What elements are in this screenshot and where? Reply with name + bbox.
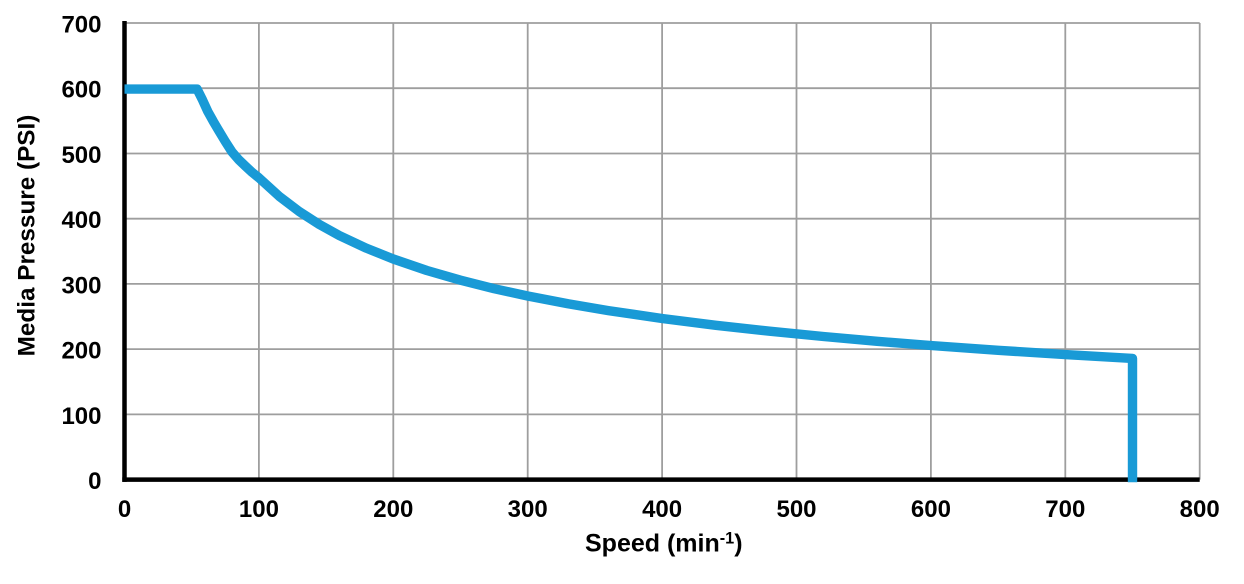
svg-text:Speed (min-1): Speed (min-1) bbox=[585, 530, 743, 558]
svg-text:500: 500 bbox=[61, 142, 101, 169]
svg-text:600: 600 bbox=[911, 496, 951, 523]
svg-text:300: 300 bbox=[508, 496, 548, 523]
svg-text:800: 800 bbox=[1180, 496, 1220, 523]
svg-text:300: 300 bbox=[61, 272, 101, 299]
svg-text:500: 500 bbox=[776, 496, 816, 523]
svg-text:200: 200 bbox=[61, 338, 101, 365]
svg-text:400: 400 bbox=[61, 207, 101, 234]
svg-text:400: 400 bbox=[642, 496, 682, 523]
svg-text:0: 0 bbox=[88, 468, 101, 495]
svg-text:0: 0 bbox=[118, 496, 131, 523]
svg-text:100: 100 bbox=[239, 496, 279, 523]
svg-text:600: 600 bbox=[61, 77, 101, 104]
svg-text:Media Pressure (PSI): Media Pressure (PSI) bbox=[14, 115, 41, 357]
svg-text:200: 200 bbox=[373, 496, 413, 523]
svg-text:700: 700 bbox=[1045, 496, 1085, 523]
svg-text:100: 100 bbox=[61, 403, 101, 430]
svg-text:700: 700 bbox=[61, 11, 101, 38]
